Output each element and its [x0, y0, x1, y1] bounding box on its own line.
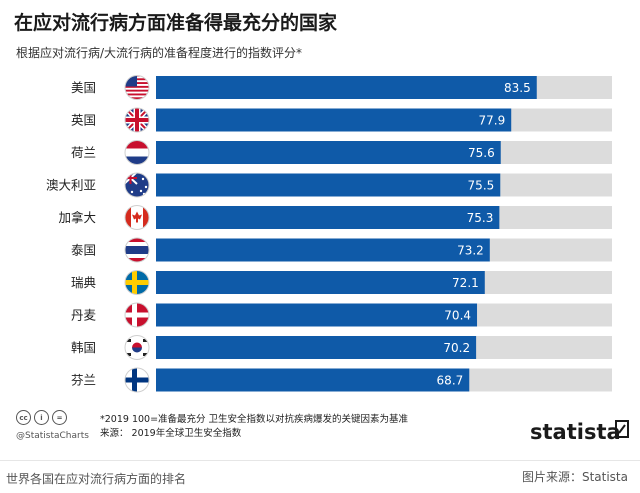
uk-flag-icon [124, 107, 150, 133]
us-flag-icon [124, 75, 150, 100]
australia-flag-icon [124, 172, 150, 198]
category-label: 英国 [71, 113, 96, 128]
image-credit: 图片来源：Statista [521, 470, 628, 484]
value-label: 75.5 [468, 179, 495, 193]
statista-logo-text: statista [530, 420, 621, 444]
license-icons: cc i = [16, 410, 67, 425]
statista-handle: @StatistaCharts [16, 431, 89, 441]
image-caption: 世界各国在应对流行病方面的排名 [6, 472, 187, 486]
statista-logo-icon [615, 420, 629, 438]
cc-license-icon: cc [16, 410, 31, 425]
bar-chart: 美国 83.5 英国 77.9 荷兰 75.6 澳大利亚 75.5 加拿大 75.3 泰国 73.2 瑞… [46, 75, 612, 393]
footnote-line-2: 来源： 2019年全球卫生安全指数 [100, 428, 242, 439]
value-label: 77.9 [479, 114, 506, 128]
value-label: 75.6 [468, 146, 495, 160]
category-label: 丹麦 [71, 308, 97, 323]
thailand-flag-icon [124, 237, 150, 263]
bar [156, 271, 485, 294]
netherlands-flag-icon [124, 140, 150, 165]
category-label: 美国 [71, 80, 96, 95]
bar [156, 238, 490, 262]
chart-subtitle: 根据应对流行病/大流行病的准备程度进行的指数评分* [16, 46, 303, 60]
chart-card: 在应对流行病方面准备得最充分的国家 根据应对流行病/大流行病的准备程度进行的指数… [14, 12, 629, 444]
value-label: 68.7 [437, 374, 464, 388]
footnote-line-1: *2019 100=准备最充分 卫生安全指数以对抗疾病爆发的关键因素为基准 [100, 414, 409, 425]
bar [156, 173, 501, 197]
divider [0, 460, 640, 461]
south-korea-flag-icon [124, 335, 150, 360]
finland-flag-icon [124, 367, 150, 393]
chart-title: 在应对流行病方面准备得最充分的国家 [14, 12, 338, 34]
canada-flag-icon [124, 205, 150, 230]
value-label: 83.5 [504, 81, 531, 95]
category-label: 加拿大 [58, 210, 96, 225]
bar [156, 303, 478, 327]
value-label: 70.2 [443, 341, 470, 355]
footnote: *2019 100=准备最充分 卫生安全指数以对抗疾病爆发的关键因素为基准 来源… [100, 413, 408, 441]
value-label: 73.2 [457, 244, 484, 258]
category-label: 泰国 [71, 243, 96, 258]
value-label: 70.4 [444, 309, 471, 323]
category-label: 芬兰 [71, 373, 96, 388]
bar [156, 206, 500, 229]
no-derivatives-icon: = [52, 410, 67, 425]
bar [156, 336, 477, 359]
attribution-icon: i [34, 410, 49, 425]
bar [156, 141, 501, 164]
bar [156, 76, 537, 99]
bar [156, 108, 512, 132]
value-label: 75.3 [467, 211, 494, 225]
sweden-flag-icon [124, 270, 150, 295]
denmark-flag-icon [124, 302, 150, 328]
value-label: 72.1 [452, 276, 479, 290]
bar [156, 368, 470, 392]
category-label: 韩国 [71, 340, 96, 355]
category-label: 荷兰 [71, 145, 96, 160]
category-label: 瑞典 [71, 275, 96, 290]
category-label: 澳大利亚 [46, 178, 96, 193]
